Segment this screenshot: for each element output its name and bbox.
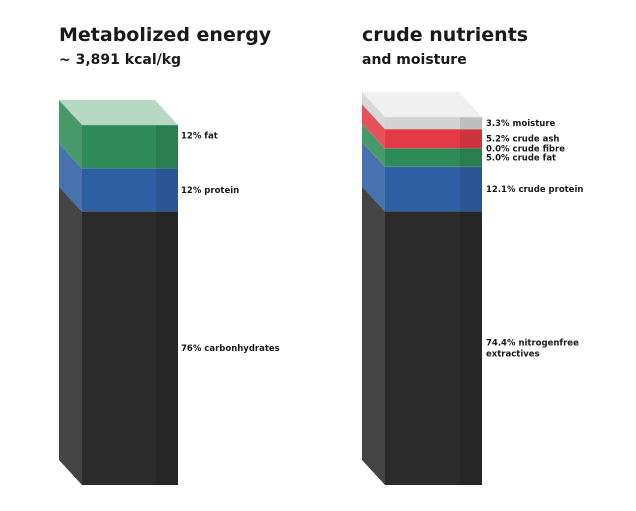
chart1-seg1-front-bar — [82, 168, 178, 212]
chart2-seg0-side-bar — [362, 186, 385, 485]
chart2-seg0-shade — [460, 211, 482, 485]
chart1-seg0-side-bar — [59, 186, 82, 485]
chart1-subtitle: ~ 3,891 kcal/kg — [59, 52, 182, 68]
chart2-seg5-shade — [460, 117, 482, 130]
chart2-seg4-label: 5.2% crude ash — [486, 135, 559, 145]
chart1-seg0-shade — [156, 211, 178, 485]
chart2-seg2-label: 5.0% crude fat — [486, 153, 556, 163]
chart2-seg1-label: 12.1% crude protein — [486, 185, 583, 195]
chart2-seg1-shade — [460, 166, 482, 212]
chart1-seg1-label: 12% protein — [181, 186, 239, 196]
chart2-title: crude nutrients — [362, 24, 529, 46]
chart2-subtitle: and moisture — [362, 52, 467, 68]
chart2-seg4-shade — [460, 129, 482, 149]
chart1-seg2-shade — [156, 125, 178, 169]
chart2-seg5-front-bar — [385, 117, 482, 130]
chart1-top-lid — [59, 100, 178, 125]
chart1-seg1-shade — [156, 168, 178, 212]
chart2-seg2-side-bar — [362, 123, 385, 167]
chart1-seg1-side-bar — [59, 143, 82, 212]
chart1-seg0-label: 76% carbonhydrates — [181, 344, 280, 354]
chart2-seg4-front-bar — [385, 129, 482, 149]
chart1-seg2-label: 12% fat — [181, 132, 218, 142]
chart2-seg1-front-bar — [385, 166, 482, 212]
chart2-seg2-shade — [460, 148, 482, 167]
chart2-seg5-label: 3.3% moisture — [486, 119, 556, 129]
chart2-seg0-label: 74.4% nitrogenfree — [486, 339, 579, 349]
chart2-seg3-label: 0.0% crude fibre — [486, 144, 565, 154]
chart2-seg4-side-bar — [362, 104, 385, 149]
chart2-seg5-side-bar — [362, 92, 385, 130]
chart2-seg2-front-bar — [385, 148, 482, 167]
chart2-top-lid — [362, 92, 482, 117]
chart1-seg2-side-bar — [59, 100, 82, 169]
chart1-seg0-front-bar — [82, 211, 178, 485]
chart1-title: Metabolized energy — [59, 24, 272, 46]
chart2-seg0-front-bar — [385, 211, 482, 485]
chart2-seg1-side-bar — [362, 141, 385, 212]
chart1-seg2-front-bar — [82, 125, 178, 169]
chart2-seg0-label-line2: extractives — [486, 350, 540, 360]
